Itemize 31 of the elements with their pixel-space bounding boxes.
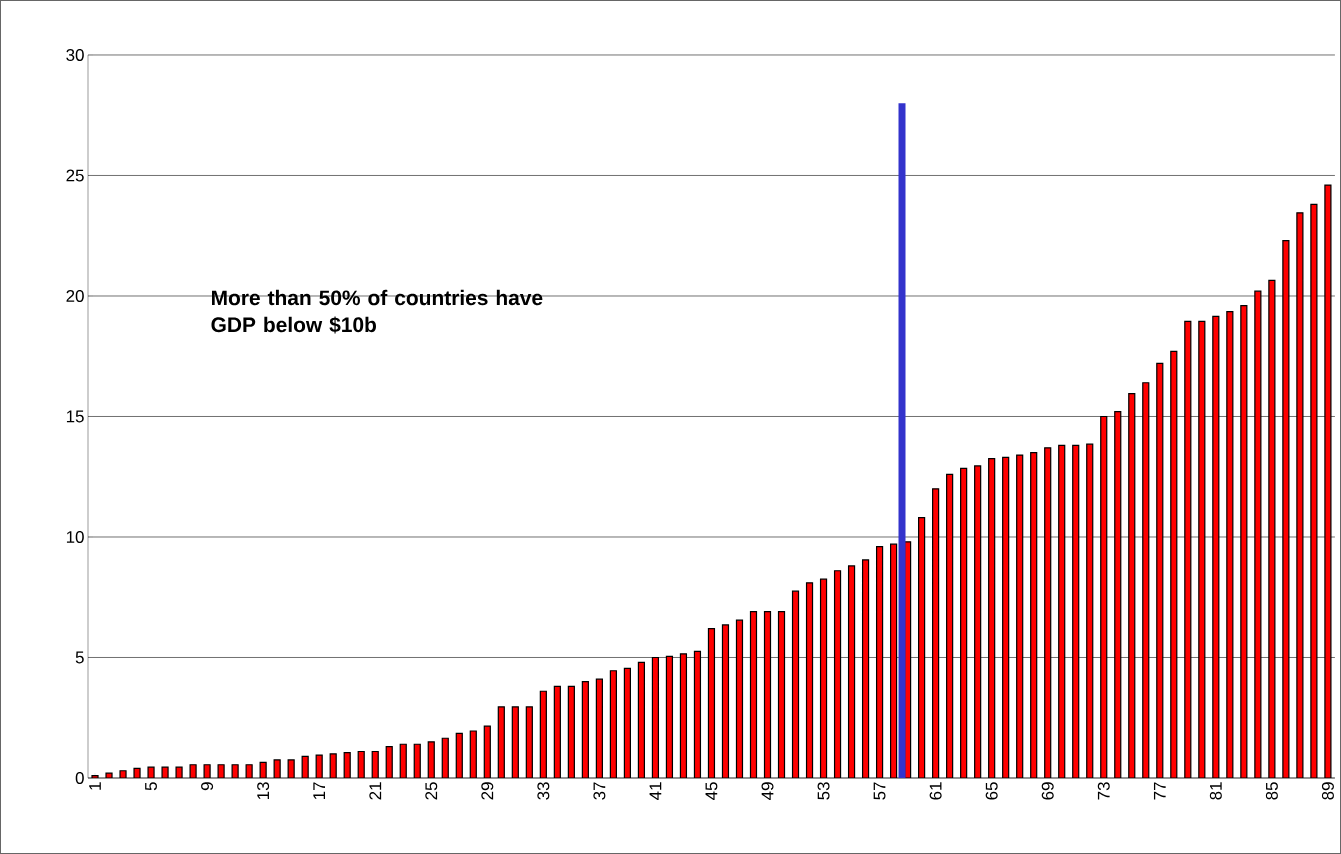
x-tick-label: 57 xyxy=(873,782,886,800)
x-tick-label: 25 xyxy=(425,782,438,800)
x-tick-label: 69 xyxy=(1041,782,1054,800)
y-tick-label: 5 xyxy=(75,651,84,664)
x-tick-label: 21 xyxy=(369,782,382,800)
x-tick-label: 41 xyxy=(649,782,662,800)
x-tick-label: 5 xyxy=(145,782,157,791)
x-tick-label: 73 xyxy=(1097,782,1110,800)
x-tick-label: 89 xyxy=(1321,782,1334,800)
y-tick-label: 30 xyxy=(66,48,84,61)
x-tick-label: 33 xyxy=(537,782,550,800)
x-tick-label: 1 xyxy=(89,782,101,790)
y-tick-label: 20 xyxy=(66,289,84,302)
x-tick-label: 45 xyxy=(705,782,718,800)
x-tick-label: 65 xyxy=(985,782,998,800)
x-tick-label: 49 xyxy=(761,782,774,800)
x-tick-label: 9 xyxy=(201,782,214,791)
x-tick-label: 29 xyxy=(481,782,494,800)
x-tick-label: 17 xyxy=(313,782,325,800)
y-tick-label: 15 xyxy=(66,410,84,423)
annotation: More than 50% of countries have GDP below $10b xyxy=(211,289,543,334)
y-tick-label: 25 xyxy=(66,169,84,182)
x-tick-label: 85 xyxy=(1265,782,1278,800)
x-tick-label: 53 xyxy=(817,782,830,800)
y-tick-label: 10 xyxy=(66,530,84,543)
x-tick-label: 77 xyxy=(1153,782,1166,800)
x-tick-label: 13 xyxy=(257,782,270,800)
x-tick-label: 37 xyxy=(593,782,606,800)
x-tick-label: 61 xyxy=(929,782,942,800)
y-tick-label: 0 xyxy=(75,772,84,784)
x-tick-label: 81 xyxy=(1209,782,1222,800)
